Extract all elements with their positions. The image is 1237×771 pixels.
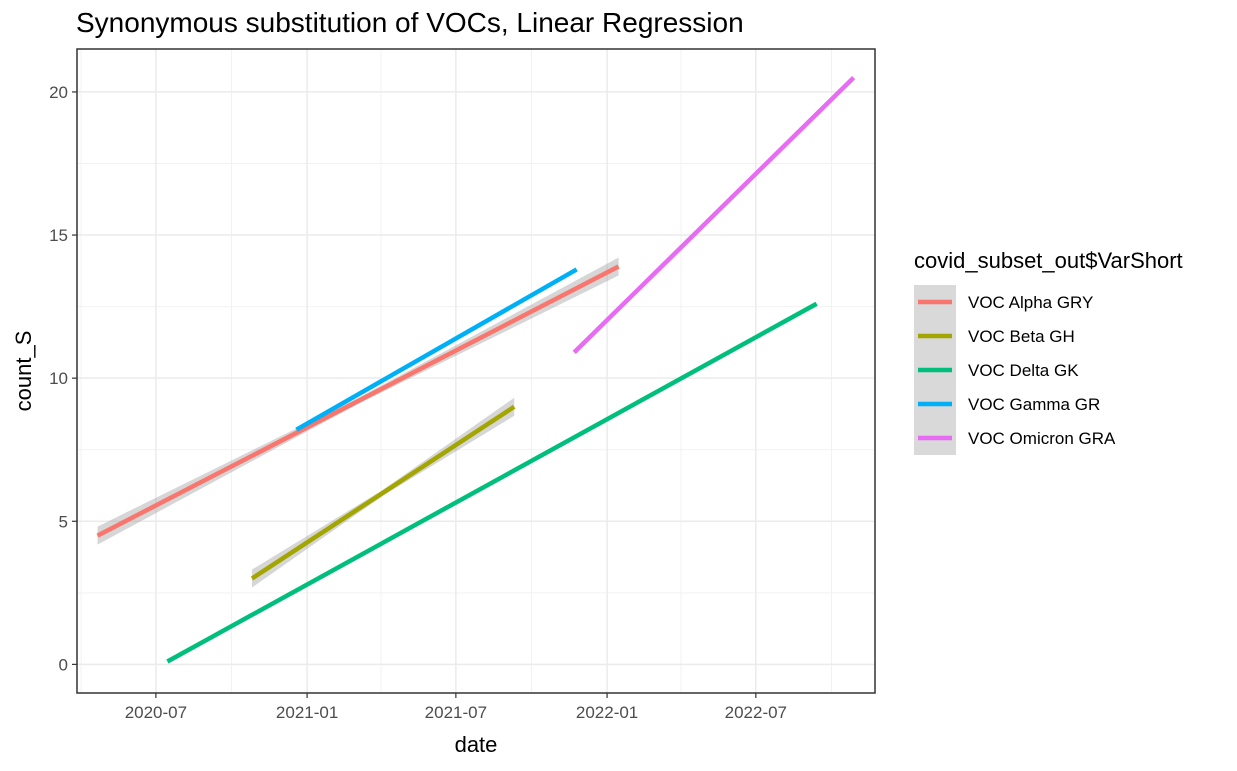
y-tick-label: 0 (59, 655, 68, 674)
series-line-voc-gamma-gr (295, 267, 578, 432)
chart-title: Synonymous substitution of VOCs, Linear … (76, 7, 744, 38)
x-tick-label: 2021-01 (276, 703, 338, 722)
panel-background (77, 49, 875, 693)
x-tick-label: 2020-07 (125, 703, 187, 722)
legend-label: VOC Delta GK (968, 361, 1079, 380)
legend-label: VOC Beta GH (968, 327, 1075, 346)
x-tick-label: 2022-01 (576, 703, 638, 722)
legend: covid_subset_out$VarShort VOC Alpha GRY V… (914, 248, 1183, 455)
y-tick-label: 20 (49, 83, 68, 102)
y-tick-label: 15 (49, 226, 68, 245)
legend-label: VOC Alpha GRY (968, 293, 1093, 312)
series-line-voc-alpha-gry (96, 264, 620, 538)
y-tick-label: 10 (49, 369, 68, 388)
x-axis-title: date (455, 732, 498, 757)
legend-label: VOC Omicron GRA (968, 429, 1116, 448)
x-tick-label: 2022-07 (725, 703, 787, 722)
legend-title: covid_subset_out$VarShort (914, 248, 1183, 273)
plot-panel (76, 48, 876, 694)
series-line-voc-beta-gh (250, 404, 516, 581)
series-line-voc-omicron-gra (572, 76, 856, 354)
y-tick-label: 5 (59, 512, 68, 531)
series-line-voc-delta-gk (166, 301, 818, 664)
x-tick-label: 2021-07 (425, 703, 487, 722)
y-axis-title: count_S (11, 331, 36, 412)
panel-border (76, 48, 876, 694)
legend-label: VOC Gamma GR (968, 395, 1100, 414)
